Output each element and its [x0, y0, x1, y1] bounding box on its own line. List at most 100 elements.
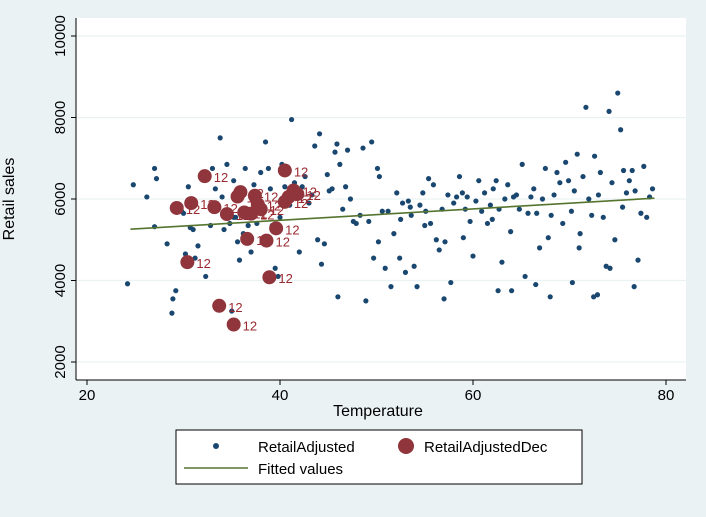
data-point	[577, 231, 583, 237]
data-point	[476, 178, 482, 184]
data-point	[391, 231, 397, 237]
data-point	[267, 186, 273, 192]
data-point	[426, 176, 432, 182]
data-point	[574, 151, 580, 157]
data-point	[433, 237, 439, 243]
data-point	[248, 249, 254, 255]
data-point	[344, 147, 351, 153]
data-point	[479, 208, 485, 214]
dec-data-point	[259, 233, 274, 248]
data-point	[522, 273, 528, 280]
data-point	[399, 200, 406, 206]
data-point	[169, 310, 175, 316]
x-tick-label-80: 80	[658, 387, 675, 404]
dec-point-label: 12	[228, 300, 242, 315]
data-point	[513, 192, 520, 198]
dec-point-label: 12	[196, 256, 210, 271]
data-point	[144, 194, 150, 200]
fitted-line	[130, 197, 655, 230]
data-point	[124, 281, 131, 287]
data-point	[164, 241, 170, 247]
data-point	[422, 222, 428, 229]
data-point	[153, 176, 160, 182]
legend-box	[175, 429, 583, 485]
data-point	[363, 298, 369, 304]
data-point	[495, 288, 501, 294]
data-point	[445, 192, 451, 198]
axes	[71, 18, 686, 385]
data-point	[306, 200, 312, 206]
data-point	[525, 210, 531, 216]
dec-point-label: 12	[303, 184, 317, 199]
dec-data-point	[233, 185, 248, 200]
data-point	[641, 163, 647, 169]
legend-marker-retail-adjusted-dec	[398, 438, 414, 454]
dec-point-label: 12	[278, 271, 292, 286]
data-point	[441, 296, 447, 302]
data-point	[519, 161, 525, 167]
data-point	[245, 222, 251, 229]
data-point	[221, 226, 227, 233]
data-point	[334, 141, 340, 147]
data-point	[374, 165, 381, 172]
legend-label-retail-adjusted: RetailAdjusted	[258, 439, 355, 456]
data-point	[583, 104, 589, 110]
data-point	[595, 192, 602, 198]
dec-data-point	[277, 163, 292, 178]
data-point	[603, 263, 609, 269]
data-point	[430, 182, 437, 188]
series-fitted-values	[130, 197, 655, 230]
data-point	[212, 186, 218, 192]
data-point	[531, 186, 537, 192]
y-tick-label-4000: 4000	[52, 264, 69, 297]
data-point	[335, 294, 341, 300]
data-point	[209, 165, 216, 172]
data-point	[347, 196, 354, 202]
data-point	[312, 143, 318, 149]
y-tick-label-10000: 10000	[52, 15, 69, 57]
data-point	[382, 265, 388, 271]
data-point	[448, 279, 454, 286]
legend-marker-retail-adjusted	[213, 443, 219, 449]
data-point	[329, 186, 335, 192]
data-point	[638, 210, 644, 216]
data-point	[618, 127, 624, 133]
data-point	[427, 220, 434, 227]
data-point	[615, 90, 621, 96]
data-point	[594, 292, 601, 298]
data-point	[644, 214, 650, 220]
data-point	[324, 171, 330, 178]
data-point	[591, 294, 597, 300]
data-point	[296, 249, 302, 255]
data-point	[262, 139, 269, 145]
data-point	[467, 218, 473, 225]
data-point	[453, 194, 460, 200]
data-point	[576, 245, 582, 251]
dec-data-point	[226, 317, 241, 332]
data-point	[417, 202, 423, 208]
data-point	[545, 235, 551, 241]
dec-data-point	[197, 169, 212, 184]
data-point	[379, 208, 385, 214]
dec-data-point	[219, 207, 234, 222]
data-point	[505, 182, 511, 188]
data-point	[394, 190, 400, 196]
y-axis-title: Retail sales	[1, 158, 18, 241]
data-point	[229, 308, 235, 314]
data-point	[405, 198, 411, 204]
data-point	[376, 173, 382, 180]
data-point	[309, 192, 315, 198]
data-point	[275, 273, 281, 280]
data-point	[224, 161, 230, 167]
y-tick-label-6000: 6000	[52, 182, 69, 215]
data-point	[533, 281, 539, 288]
data-point	[442, 239, 448, 245]
data-point	[607, 265, 613, 271]
data-point	[288, 116, 295, 123]
data-point	[315, 237, 321, 243]
data-point	[282, 184, 288, 190]
data-point	[551, 192, 557, 198]
dec-point-label: 12	[306, 188, 320, 203]
data-point	[499, 259, 505, 265]
